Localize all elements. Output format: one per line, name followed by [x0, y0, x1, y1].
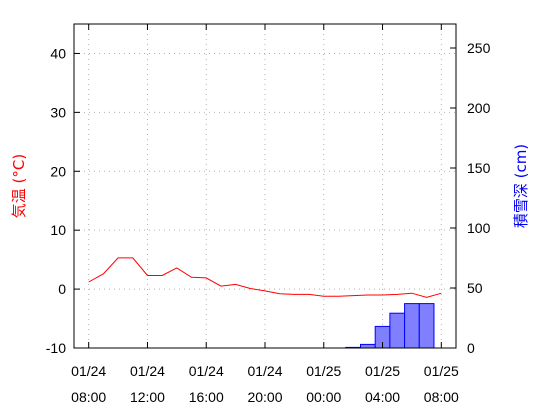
- x-tick-label-date: 01/24: [247, 363, 282, 379]
- x-tick-label-date: 01/24: [71, 363, 106, 379]
- x-tick-label-date: 01/25: [306, 363, 341, 379]
- y-left-tick-label: 30: [50, 104, 66, 120]
- x-tick-label-date: 01/24: [189, 363, 224, 379]
- snow-depth-bar: [418, 303, 435, 349]
- x-tick-label-date: 01/25: [365, 363, 400, 379]
- y-left-axis-title: 気温 (°C): [10, 154, 28, 218]
- x-tick-label-time: 16:00: [189, 389, 224, 405]
- x-tick-label-time: 08:00: [424, 389, 459, 405]
- y-left-tick-label: -10: [46, 340, 66, 356]
- x-tick-label-time: 08:00: [71, 389, 106, 405]
- x-tick-label-date: 01/25: [424, 363, 459, 379]
- snow-depth-bar: [404, 303, 420, 349]
- snow-depth-bar: [389, 312, 406, 349]
- y-left-tick-label: 40: [50, 45, 66, 61]
- x-tick-label-time: 12:00: [130, 389, 165, 405]
- y-left-tick-label: 0: [58, 281, 66, 297]
- y-right-axis-title: 積雪深 (cm): [512, 144, 530, 228]
- y-right-tick-label: 50: [467, 280, 483, 296]
- snow-depth-bar: [360, 343, 376, 349]
- temperature-line: [88, 257, 442, 298]
- y-right-tick-label: 150: [467, 160, 491, 176]
- y-left-tick-label: 20: [50, 163, 66, 179]
- x-tick-label-time: 04:00: [365, 389, 400, 405]
- y-left-tick-label: 10: [50, 222, 66, 238]
- y-right-tick-label: 200: [467, 100, 491, 116]
- x-tick-label-time: 20:00: [247, 389, 282, 405]
- y-right-tick-label: 100: [467, 220, 491, 236]
- y-right-tick-label: 250: [467, 40, 491, 56]
- axis-ticks: [74, 24, 456, 349]
- snow-depth-bars: [345, 303, 435, 349]
- grid: [74, 24, 456, 348]
- tick-labels: -10 0 10 20 30 40 0 50 100 150 200 250 01/24 08:00 01/…: [46, 40, 491, 405]
- x-tick-label-date: 01/24: [130, 363, 165, 379]
- x-tick-label-time: 00:00: [306, 389, 341, 405]
- y-right-tick-label: 0: [467, 340, 475, 356]
